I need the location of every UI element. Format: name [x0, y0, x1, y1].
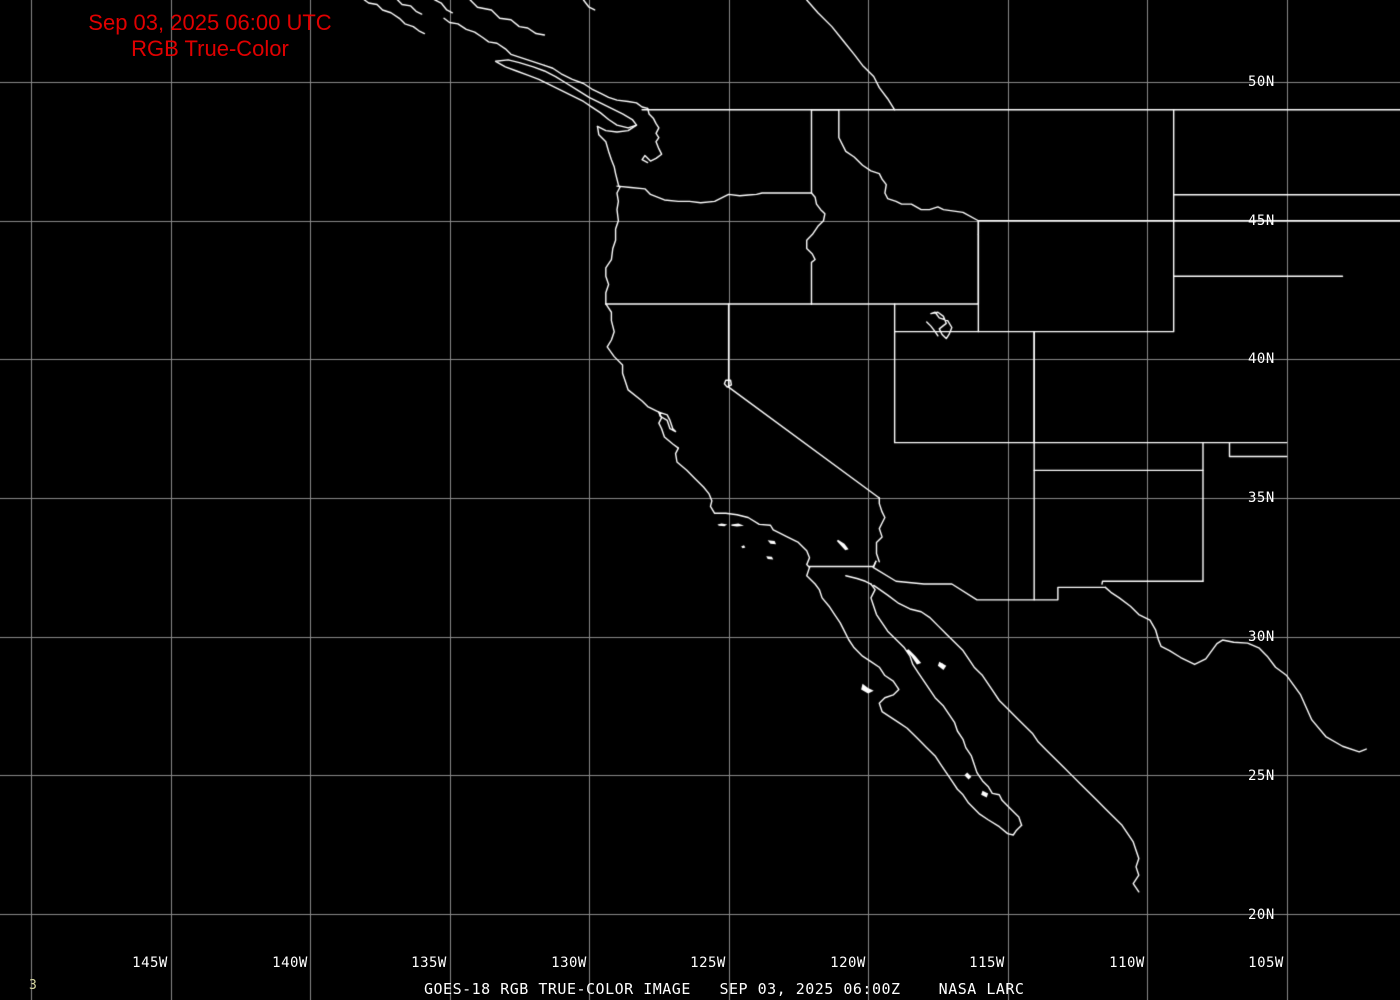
lon-tick-label: 120W: [830, 955, 866, 971]
lon-tick-label: 145W: [132, 955, 168, 971]
footer-caption: GOES-18 RGB TRUE-COLOR IMAGE SEP 03, 202…: [424, 980, 1025, 998]
lon-tick-label: 130W: [551, 955, 587, 971]
lat-tick-label: 20N: [1248, 907, 1275, 923]
lat-tick-label: 30N: [1248, 629, 1275, 645]
lat-tick-label: 40N: [1248, 351, 1275, 367]
image-title-block: Sep 03, 2025 06:00 UTC RGB True-Color: [0, 10, 420, 62]
title-product: RGB True-Color: [131, 36, 289, 61]
lat-tick-label: 35N: [1248, 490, 1275, 506]
lat-tick-label: 25N: [1248, 768, 1275, 784]
corner-frame-tag: 3: [29, 978, 37, 993]
lon-tick-label: 115W: [969, 955, 1005, 971]
lon-tick-label: 110W: [1109, 955, 1145, 971]
lon-tick-label: 125W: [690, 955, 726, 971]
lon-tick-label: 135W: [411, 955, 447, 971]
lon-tick-label: 105W: [1248, 955, 1284, 971]
lat-tick-label: 45N: [1248, 213, 1275, 229]
lon-tick-label: 140W: [272, 955, 308, 971]
lat-tick-label: 50N: [1248, 74, 1275, 90]
title-timestamp: Sep 03, 2025 06:00 UTC: [88, 10, 332, 35]
